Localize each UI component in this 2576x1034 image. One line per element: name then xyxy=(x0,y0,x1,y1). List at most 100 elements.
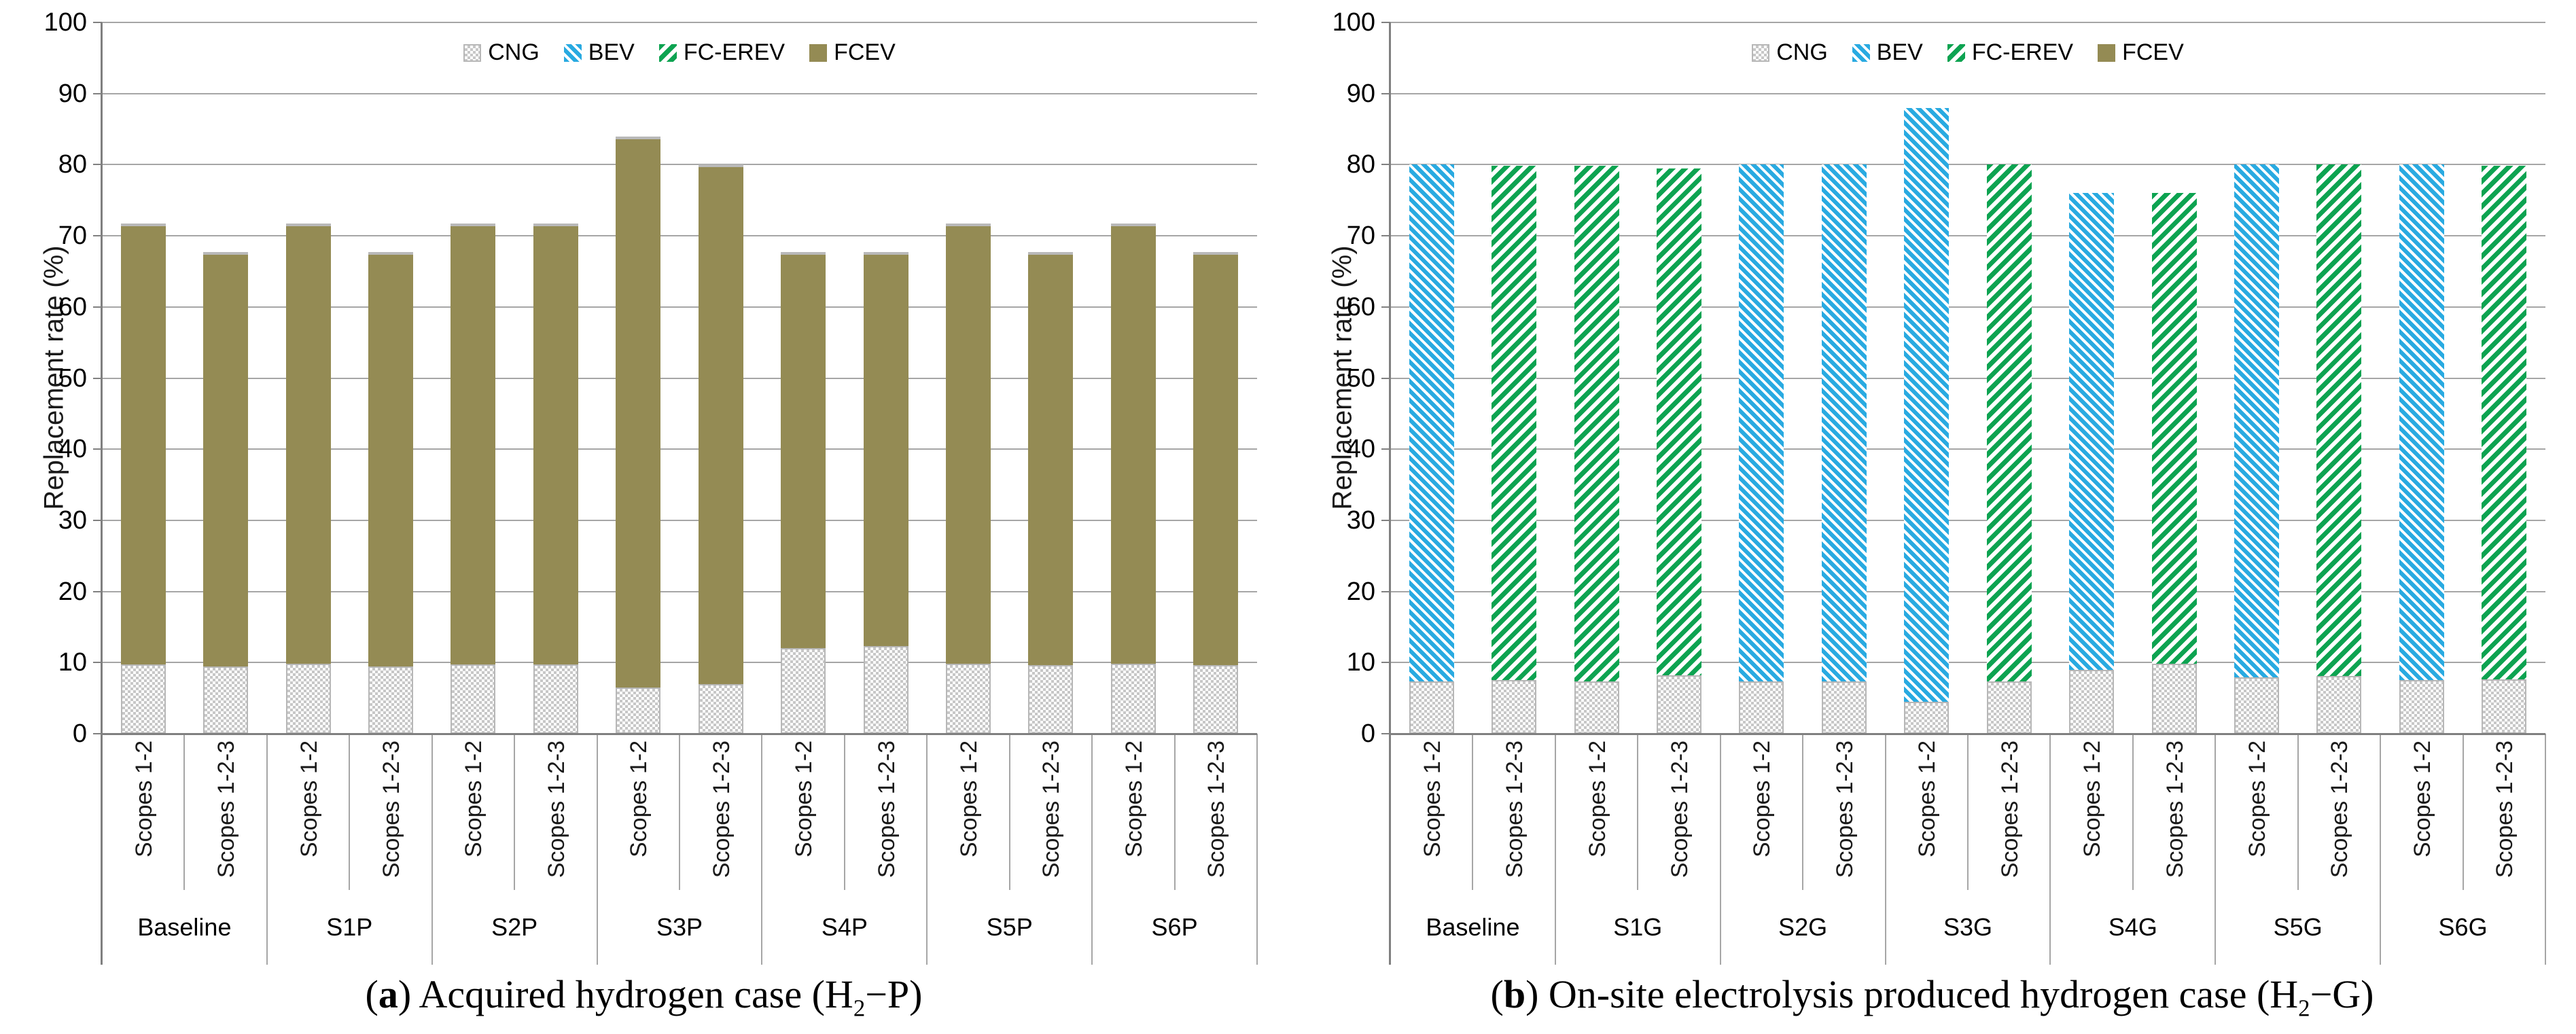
x-group-label: S1G xyxy=(1613,913,1663,941)
x-group-label: S5P xyxy=(986,913,1033,941)
panel-b: Replacement rate (%) (b) On-site electro… xyxy=(1288,0,2576,1034)
x-scope-label: Scopes 1-2 xyxy=(1419,741,1445,857)
caption-formula: (H xyxy=(811,972,853,1016)
legend-label: FCEV xyxy=(834,39,896,65)
y-axis-tick xyxy=(93,22,102,23)
category-separator xyxy=(761,734,763,965)
category-separator xyxy=(2049,734,2051,965)
bar-segment-fcev xyxy=(1193,252,1239,666)
category-separator xyxy=(2380,734,2382,965)
bar-segment-cng xyxy=(2151,664,2197,734)
y-axis-line xyxy=(101,22,103,965)
legend-swatch-fc-erev-icon xyxy=(1947,43,1965,62)
bar-segment-fcev xyxy=(1028,252,1074,666)
bar-segment-fcev xyxy=(946,224,991,664)
y-axis-tick xyxy=(1381,662,1390,664)
y-axis-tick xyxy=(1381,92,1390,94)
y-tick-label: 70 xyxy=(1346,221,1375,251)
y-tick-label: 30 xyxy=(58,505,87,535)
gridline xyxy=(102,306,1257,308)
bar-segment-cng xyxy=(2482,679,2527,734)
caption-text: Acquired hydrogen case xyxy=(419,972,812,1016)
category-separator xyxy=(2132,734,2134,890)
x-scope-label: Scopes 1-2-3 xyxy=(543,741,569,878)
bar-segment-cng xyxy=(2316,676,2362,734)
category-separator xyxy=(266,734,268,965)
gridline xyxy=(1390,590,2545,592)
bar-segment-fc-erev xyxy=(1986,164,2032,681)
bar-segment-cng xyxy=(781,648,826,734)
x-group-label: S2G xyxy=(1778,913,1828,941)
y-tick-label: 60 xyxy=(58,292,87,321)
x-scope-label: Scopes 1-2 xyxy=(956,741,982,857)
y-tick-label: 0 xyxy=(72,719,87,748)
gridline xyxy=(1390,377,2545,379)
bar-segment-cng xyxy=(203,666,249,734)
x-scope-label: Scopes 1-2 xyxy=(461,741,487,857)
legend-item-bev: BEV xyxy=(1852,39,1923,66)
bar-segment-fcev xyxy=(863,252,908,647)
legend-swatch-cng-icon xyxy=(463,43,482,62)
bar-segment-cng xyxy=(863,646,908,734)
x-group-label: Baseline xyxy=(137,913,232,941)
caption-letter: b xyxy=(1503,972,1526,1016)
y-axis-tick xyxy=(93,590,102,592)
category-separator xyxy=(349,734,351,890)
x-scope-label: Scopes 1-2-3 xyxy=(2162,741,2188,878)
x-scope-label: Scopes 1-2 xyxy=(1121,741,1147,857)
caption-letter: a xyxy=(378,972,398,1016)
legend-swatch-fcev-icon xyxy=(2098,43,2116,62)
bar-segment-fc-erev xyxy=(2482,166,2527,680)
caption-formula-rest: −G) xyxy=(2310,972,2374,1016)
bar-segment-cng xyxy=(120,664,166,734)
x-scope-label: Scopes 1-2-3 xyxy=(1038,741,1065,878)
bar-segment-cng xyxy=(1657,675,1701,734)
gridline xyxy=(102,164,1257,166)
x-scope-label: Scopes 1-2 xyxy=(1914,741,1941,857)
category-separator xyxy=(2545,734,2546,965)
caption-paren-close: ) xyxy=(1525,972,1549,1016)
bar-segment-fcev xyxy=(1110,224,1156,664)
y-tick-label: 0 xyxy=(1360,719,1375,748)
bar-segment-fcev xyxy=(451,224,496,665)
panel-a: Replacement rate (%) (a) Acquired hydrog… xyxy=(0,8,1288,1020)
bar-segment-fcev xyxy=(616,136,661,688)
gridline xyxy=(1390,662,2545,664)
x-scope-label: Scopes 1-2-3 xyxy=(873,741,900,878)
legend-swatch-cng-icon xyxy=(1752,43,1770,62)
x-scope-label: Scopes 1-2-3 xyxy=(1831,741,1858,878)
category-separator xyxy=(1637,734,1639,890)
x-group-label: S6P xyxy=(1151,913,1198,941)
category-separator xyxy=(2215,734,2217,965)
x-scope-label: Scopes 1-2 xyxy=(130,741,157,857)
bar-segment-cng xyxy=(533,664,578,734)
bar-segment-fcev xyxy=(285,224,331,664)
x-group-label: S5G xyxy=(2273,913,2323,941)
bar-segment-bev xyxy=(2234,164,2279,678)
gridline xyxy=(102,590,1257,592)
y-tick-label: 80 xyxy=(1346,150,1375,179)
x-group-label: S4G xyxy=(2108,913,2157,941)
category-separator xyxy=(1554,734,1556,965)
y-axis-tick xyxy=(1381,448,1390,450)
category-separator xyxy=(183,734,186,890)
caption-paren-close: ) xyxy=(398,972,419,1016)
legend-swatch-bev-icon xyxy=(563,43,582,62)
bar-segment-cng xyxy=(368,666,413,734)
bar-segment-cng xyxy=(616,687,661,734)
y-axis-tick xyxy=(1381,519,1390,521)
x-scope-label: Scopes 1-2-3 xyxy=(378,741,404,878)
x-scope-label: Scopes 1-2-3 xyxy=(708,741,735,878)
category-separator xyxy=(1884,734,1886,965)
bar-segment-fc-erev xyxy=(1574,166,1619,681)
gridline xyxy=(102,662,1257,664)
bar-segment-fc-erev xyxy=(2316,164,2362,677)
y-tick-label: 40 xyxy=(58,435,87,464)
y-axis-tick xyxy=(93,733,102,734)
legend-item-cng: CNG xyxy=(1752,39,1828,66)
bar-segment-fc-erev xyxy=(2151,193,2197,664)
gridline xyxy=(102,519,1257,521)
caption-formula: (H xyxy=(2256,972,2299,1016)
caption-a: (a) Acquired hydrogen case (H2−P) xyxy=(0,971,1288,1020)
